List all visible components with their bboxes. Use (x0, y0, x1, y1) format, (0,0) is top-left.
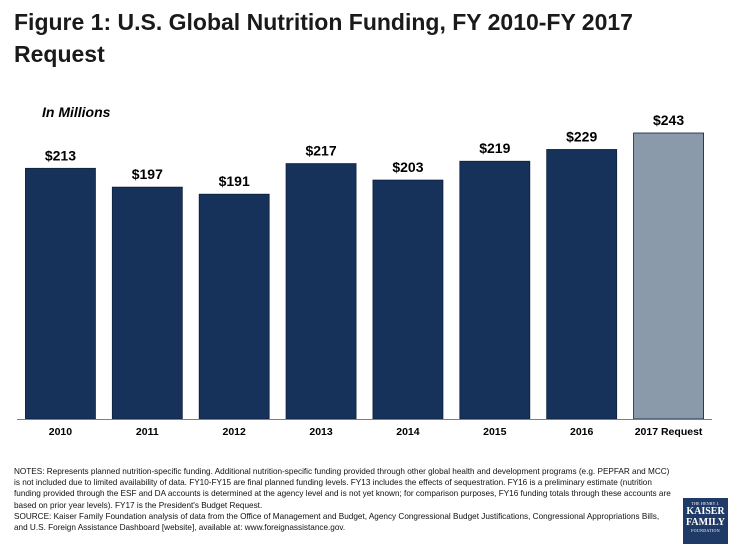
x-tick-label: 2013 (309, 426, 333, 438)
bar-2014 (372, 179, 444, 420)
source-text: SOURCE: Kaiser Family Foundation analysi… (14, 511, 660, 533)
bar-value-label: $217 (305, 143, 336, 159)
bar-value-label: $203 (392, 159, 423, 175)
logo-bottom-text: FOUNDATION (691, 528, 720, 533)
x-tick-label: 2015 (483, 426, 507, 438)
x-tick-label: 2011 (136, 426, 159, 438)
x-tick-label: 2014 (396, 426, 420, 438)
bar-2012 (198, 193, 270, 420)
x-tick-label: 2010 (49, 426, 73, 438)
x-tick-label: 2012 (223, 426, 247, 438)
bar-chart: $213 2010 $197 2011 $191 2012 $217 2013 $203 2014… (17, 112, 712, 438)
bar-2013 (285, 163, 357, 420)
bar-value-label: $197 (132, 166, 163, 182)
logo-top-text: THE HENRY J. (691, 501, 720, 506)
bar-value-label: $213 (45, 147, 76, 163)
notes-block: NOTES: Represents planned nutrition-spec… (14, 466, 674, 533)
bar-value-label: $243 (653, 112, 684, 128)
bar-value-label: $229 (566, 128, 597, 144)
logo-line2: FAMILY (686, 517, 725, 528)
bar-2015 (459, 160, 531, 420)
chart-title: Figure 1: U.S. Global Nutrition Funding,… (14, 9, 633, 67)
bar-2011 (111, 186, 183, 420)
bar-2016 (546, 149, 618, 420)
bar-value-label: $219 (479, 140, 510, 156)
bar-value-label: $191 (219, 173, 250, 189)
kff-logo: THE HENRY J. KAISER FAMILY FOUNDATION (683, 498, 728, 544)
units-label: In Millions (42, 104, 111, 120)
bar-2010 (25, 167, 96, 420)
x-tick-label: 2017 Request (635, 426, 703, 438)
bar-2017-request (633, 132, 704, 420)
notes-text: NOTES: Represents planned nutrition-spec… (14, 467, 671, 510)
logo-line1: KAISER (686, 506, 725, 517)
x-tick-label: 2016 (570, 426, 594, 438)
